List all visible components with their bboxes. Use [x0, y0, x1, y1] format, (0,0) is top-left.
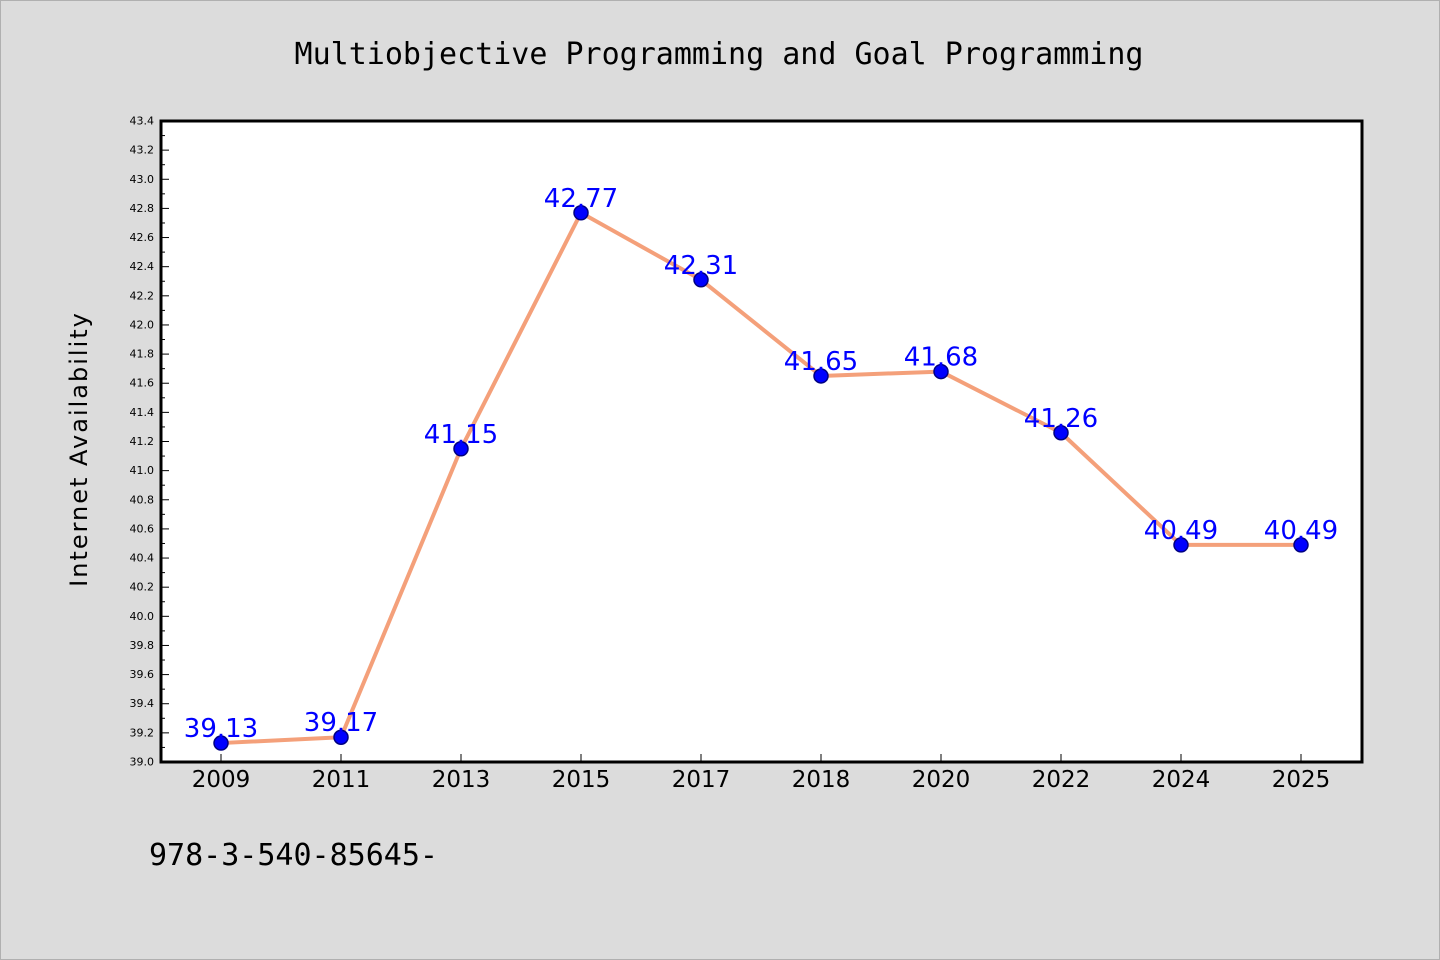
x-tick-label: 2017	[672, 767, 731, 793]
y-tick-label: 43.2	[130, 144, 155, 157]
y-tick-label: 42.8	[130, 202, 155, 215]
data-label: 39.13	[184, 714, 258, 744]
y-axis: 39.0 39.2 39.4 39.6 39.8 40.0 40.2 40.4 40.6 40.8…	[130, 115, 169, 769]
x-tick-label: 2018	[792, 767, 851, 793]
y-tick-label: 39.6	[130, 668, 155, 681]
y-tick-label: 41.0	[130, 464, 155, 477]
y-tick-label: 42.6	[130, 231, 155, 244]
data-label: 40.49	[1144, 516, 1218, 546]
data-point	[1053, 425, 1069, 441]
data-point	[453, 441, 469, 457]
data-point	[573, 205, 589, 221]
chart-title: Multiobjective Programming and Goal Prog…	[295, 37, 1144, 72]
y-tick-label: 39.8	[130, 639, 155, 652]
x-tick-label: 2020	[912, 767, 971, 793]
series-line	[220, 210, 1301, 746]
data-label: 41.68	[904, 343, 978, 373]
x-tick-label: 2009	[192, 767, 251, 793]
y-tick-label: 43.4	[130, 115, 155, 128]
data-point	[813, 368, 829, 384]
y-tick-label: 39.0	[130, 756, 155, 769]
y-tick-label: 41.4	[130, 406, 155, 419]
data-label: 41.26	[1024, 404, 1098, 434]
x-axis: 2009 2011 2013 2015 2017 2018 2020 2022 2024 2025	[192, 754, 1331, 793]
data-point	[1293, 537, 1309, 553]
y-tick-label: 42.0	[130, 318, 155, 331]
x-tick-label: 2011	[312, 767, 371, 793]
y-tick-label: 42.4	[130, 260, 155, 273]
x-tick-label: 2013	[432, 767, 491, 793]
y-tick-label: 41.2	[130, 435, 155, 448]
x-tick-label: 2022	[1032, 767, 1091, 793]
data-point	[213, 735, 229, 751]
data-label: 42.77	[544, 184, 618, 214]
x-tick-label: 2015	[552, 767, 611, 793]
data-point	[1173, 537, 1189, 553]
y-tick-label: 43.0	[130, 173, 155, 186]
data-label: 40.49	[1264, 516, 1338, 546]
series-markers	[213, 205, 1309, 751]
y-tick-label: 41.6	[130, 377, 155, 390]
y-tick-label: 40.8	[130, 493, 155, 506]
data-point	[933, 363, 949, 380]
data-point	[693, 272, 709, 288]
data-label: 41.65	[784, 347, 858, 377]
y-tick-label: 40.4	[130, 552, 155, 565]
plot-area	[159, 119, 1364, 764]
footer-text: 978-3-540-85645-	[149, 838, 438, 873]
x-tick-label: 2024	[1152, 767, 1211, 793]
y-tick-label: 40.6	[130, 522, 155, 535]
data-label: 39.17	[304, 708, 378, 738]
y-tick-label: 40.0	[130, 610, 155, 623]
data-labels: 39.13 39.17 41.15 42.77 42.31 41.65 41.68 41.26…	[184, 184, 1338, 744]
data-label: 41.15	[424, 420, 498, 450]
data-label: 42.31	[664, 251, 738, 281]
y-tick-label: 40.2	[130, 581, 155, 594]
data-point	[333, 729, 349, 745]
y-axis-label: Internet Availability	[65, 311, 93, 587]
x-tick-label: 2025	[1272, 767, 1331, 793]
y-tick-label: 39.4	[130, 697, 155, 710]
y-tick-label: 41.8	[130, 348, 155, 361]
series-polyline	[220, 210, 1301, 746]
y-tick-label: 42.2	[130, 289, 155, 302]
y-tick-label: 39.2	[130, 726, 155, 739]
